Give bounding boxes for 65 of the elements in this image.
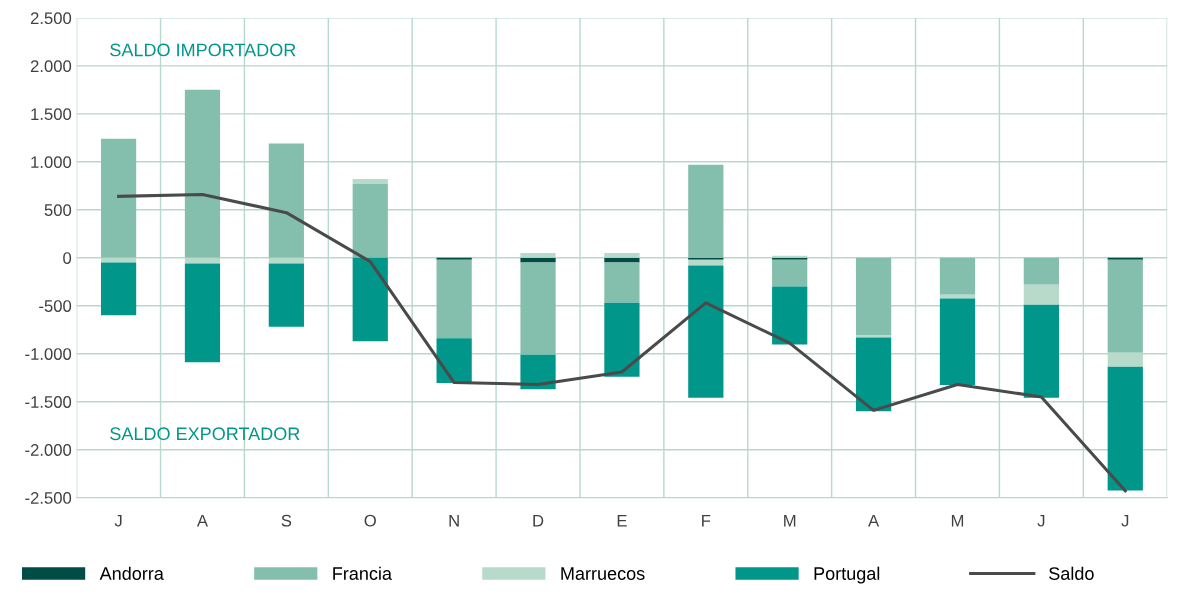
bar <box>688 164 724 258</box>
bar <box>520 257 556 263</box>
bar <box>436 259 472 339</box>
bar <box>1107 366 1143 491</box>
x-tick-label: F <box>702 514 711 527</box>
y-tick-label: 1.500 <box>31 108 72 121</box>
y-tick-label: -1.500 <box>25 396 72 408</box>
legend-label: Saldo <box>1049 566 1094 580</box>
bar <box>352 183 388 258</box>
y-tick-label: 1.000 <box>31 156 72 169</box>
annotation: SALDO IMPORTADOR <box>110 43 296 57</box>
bar <box>184 257 221 264</box>
y-tick-label: 0 <box>63 252 72 264</box>
bar <box>772 286 808 345</box>
bar <box>1023 304 1059 398</box>
legend-label: Francia <box>333 566 392 580</box>
x-tick-label: D <box>533 514 544 527</box>
y-tick-label: -2.000 <box>25 444 72 456</box>
bar <box>1107 259 1143 353</box>
annotation: SALDO EXPORTADOR <box>110 427 300 441</box>
x-tick-label: N <box>449 514 459 527</box>
x-tick-label: E <box>617 514 627 527</box>
y-tick-label: -500 <box>39 300 72 312</box>
bar <box>1023 257 1059 285</box>
bar <box>939 294 976 299</box>
bar <box>604 257 640 263</box>
y-tick-label: 2.000 <box>30 60 72 73</box>
bar <box>268 143 304 258</box>
x-tick-label: J <box>114 514 122 527</box>
bar <box>1023 284 1059 305</box>
bar <box>520 262 556 355</box>
bar <box>855 257 892 336</box>
legend-label: Portugal <box>814 566 880 584</box>
y-tick-label: 500 <box>44 204 72 216</box>
bar <box>184 89 221 258</box>
bar <box>855 337 892 412</box>
bar <box>688 265 724 398</box>
bar <box>268 257 304 264</box>
bar <box>939 298 976 385</box>
bar <box>436 338 472 383</box>
x-tick-label: A <box>868 514 880 527</box>
bar <box>772 259 808 287</box>
bar <box>100 262 137 316</box>
y-tick-label: -2.500 <box>25 492 72 504</box>
y-tick-label: -1.000 <box>25 348 72 360</box>
x-tick-label: J <box>1121 514 1129 527</box>
bar <box>604 302 640 377</box>
x-tick-label: M <box>951 514 964 527</box>
legend-label: Marruecos <box>561 567 645 580</box>
bar <box>520 354 556 390</box>
bar <box>100 257 137 263</box>
bar <box>184 263 221 363</box>
x-tick-label: S <box>281 514 292 527</box>
x-tick-label: A <box>196 514 208 527</box>
x-tick-label: J <box>1037 514 1045 527</box>
legend-label: Andorra <box>99 566 164 580</box>
bar <box>100 138 137 258</box>
bar <box>352 179 388 184</box>
y-tick-label: 2.500 <box>30 12 72 25</box>
bar <box>268 263 304 327</box>
x-tick-label: M <box>784 514 796 527</box>
x-tick-label: O <box>364 514 376 527</box>
bar <box>352 257 388 342</box>
bar <box>939 257 976 295</box>
bar <box>604 262 640 303</box>
